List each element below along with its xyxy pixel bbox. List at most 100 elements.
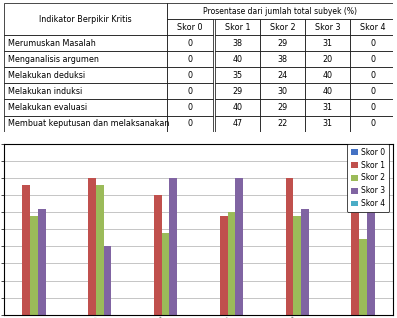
Bar	[305, 100, 350, 115]
Bar	[260, 19, 305, 35]
Bar	[260, 51, 305, 67]
Text: 38: 38	[232, 39, 243, 48]
Text: Prosentase dari jumlah total subyek (%): Prosentase dari jumlah total subyek (%)	[203, 7, 357, 16]
Legend: Skor 0, Skor 1, Skor 2, Skor 3, Skor 4: Skor 0, Skor 1, Skor 2, Skor 3, Skor 4	[347, 144, 389, 212]
Bar	[215, 35, 260, 51]
Text: 40: 40	[232, 103, 243, 112]
Bar	[260, 115, 305, 132]
Bar	[305, 51, 350, 67]
Text: 0: 0	[187, 87, 193, 96]
Text: 35: 35	[232, 71, 243, 80]
Text: 31: 31	[323, 103, 333, 112]
Bar	[285, 178, 293, 315]
Bar	[168, 51, 212, 67]
Text: 29: 29	[232, 87, 243, 96]
Text: 0: 0	[370, 39, 375, 48]
Bar	[305, 83, 350, 100]
Bar	[168, 100, 212, 115]
Bar	[154, 195, 162, 315]
Bar	[162, 233, 170, 315]
Bar	[260, 83, 305, 100]
Bar	[4, 51, 168, 67]
Text: 30: 30	[278, 87, 287, 96]
Bar	[359, 239, 367, 315]
Bar	[260, 35, 305, 51]
Bar	[215, 19, 260, 35]
Text: 0: 0	[370, 119, 375, 128]
Text: Indikator Berpikir Kritis: Indikator Berpikir Kritis	[39, 15, 132, 24]
Text: 0: 0	[187, 71, 193, 80]
Bar	[301, 209, 309, 315]
Bar	[22, 185, 30, 315]
Text: Melakukan evaluasi: Melakukan evaluasi	[8, 103, 87, 112]
Text: 38: 38	[278, 55, 287, 64]
Bar	[170, 178, 177, 315]
Bar	[351, 154, 359, 315]
Bar	[305, 115, 350, 132]
Text: 31: 31	[323, 39, 333, 48]
Text: Skor 2: Skor 2	[270, 23, 295, 32]
Bar	[305, 19, 350, 35]
Text: 40: 40	[232, 55, 243, 64]
Bar	[227, 212, 235, 315]
Bar	[168, 115, 212, 132]
Text: Skor 4: Skor 4	[360, 23, 385, 32]
Bar	[220, 216, 227, 315]
Text: 31: 31	[323, 119, 333, 128]
Bar	[30, 216, 38, 315]
Text: 0: 0	[187, 39, 193, 48]
Text: Merumuskan Masalah: Merumuskan Masalah	[8, 39, 96, 48]
Bar	[168, 35, 212, 51]
Bar	[168, 83, 212, 100]
Bar	[215, 51, 260, 67]
Bar	[4, 3, 168, 35]
Bar	[215, 100, 260, 115]
Bar	[350, 67, 395, 83]
Bar	[350, 19, 395, 35]
Bar	[104, 246, 112, 315]
Bar	[260, 100, 305, 115]
Bar	[168, 3, 393, 19]
Text: 20: 20	[323, 55, 333, 64]
Bar	[293, 216, 301, 315]
Text: Skor 3: Skor 3	[315, 23, 340, 32]
Text: 0: 0	[370, 55, 375, 64]
Text: 0: 0	[370, 103, 375, 112]
Text: Menganalisis argumen: Menganalisis argumen	[8, 55, 99, 64]
Bar	[168, 67, 212, 83]
Text: 29: 29	[278, 39, 288, 48]
Text: Membuat keputusan dan melaksanakan: Membuat keputusan dan melaksanakan	[8, 119, 169, 128]
Text: 0: 0	[187, 55, 193, 64]
Bar	[367, 209, 375, 315]
Text: Skor 0: Skor 0	[177, 23, 203, 32]
Bar	[96, 185, 104, 315]
Bar	[350, 35, 395, 51]
Bar	[305, 35, 350, 51]
Bar	[350, 115, 395, 132]
Text: Melakukan deduksi: Melakukan deduksi	[8, 71, 85, 80]
Bar	[215, 115, 260, 132]
Bar	[260, 67, 305, 83]
Bar	[4, 35, 168, 51]
Bar	[215, 67, 260, 83]
Bar	[4, 115, 168, 132]
Bar	[4, 67, 168, 83]
Bar	[88, 178, 96, 315]
Bar	[4, 100, 168, 115]
Text: 24: 24	[278, 71, 287, 80]
Text: Skor 1: Skor 1	[225, 23, 250, 32]
Bar	[350, 100, 395, 115]
Bar	[38, 209, 46, 315]
Text: 0: 0	[187, 103, 193, 112]
Text: 0: 0	[370, 87, 375, 96]
Text: Melakukan induksi: Melakukan induksi	[8, 87, 82, 96]
Text: 40: 40	[323, 87, 333, 96]
Text: 29: 29	[278, 103, 288, 112]
Text: 22: 22	[278, 119, 288, 128]
Bar	[305, 67, 350, 83]
Bar	[215, 83, 260, 100]
Text: 0: 0	[187, 119, 193, 128]
Bar	[168, 19, 212, 35]
Bar	[235, 178, 243, 315]
Bar	[4, 83, 168, 100]
